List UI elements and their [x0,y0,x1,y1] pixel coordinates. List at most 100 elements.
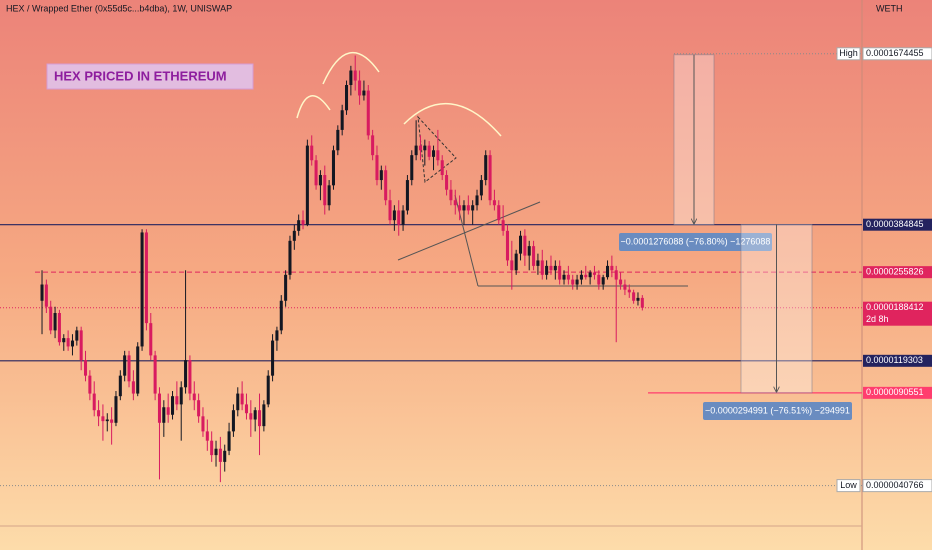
measurements: −0.0001276088 (−76.80%) −1276088 −0.00002… [619,54,852,420]
candle-body [549,265,553,271]
candle-body [218,448,222,462]
candle-body [175,396,179,405]
candle-body [62,338,66,343]
candle-body [632,292,636,301]
candle-body [545,265,549,275]
candle-body [519,235,523,254]
candle-body [488,155,492,201]
candle-body [392,210,396,221]
candle-body [123,355,127,376]
candle-body [284,274,288,301]
candle-body [227,431,231,451]
candle-body [462,205,466,211]
candle-body [179,387,183,405]
arc [296,95,331,119]
candle-body [197,400,201,417]
price-box [863,218,932,231]
candle-body [505,230,509,261]
axis: High 0.0001674455 0.0000384845 0.0000255826… [836,47,932,493]
candle-body [249,413,253,420]
candle-body [597,274,601,285]
candle-body [566,274,570,280]
candle-body [484,155,488,181]
price-box [863,301,932,326]
price-box [863,266,932,279]
measure-label: −0.0001276088 (−76.80%) −1276088 [621,236,771,246]
candle-body [349,70,353,86]
candle-body [271,340,275,376]
candle-body [131,381,135,394]
trendline [397,201,541,261]
candle-body [170,396,175,415]
candle-body [414,145,418,156]
candle-body [475,195,479,206]
candle-body [423,145,427,151]
candle-body [314,160,318,186]
candle-body [445,175,449,190]
candle-body [140,232,144,347]
price-label: 0.0000384845 [866,219,924,229]
price-label: 0.0000090551 [866,387,924,397]
candle-body [401,210,405,225]
candle-body [297,220,301,231]
candle-body [244,404,248,414]
candle-body [575,279,579,285]
candle-body [44,284,48,307]
candle-body [584,274,588,278]
candle-body [49,306,53,331]
candle-body [606,265,610,278]
candle-body [279,300,283,331]
candle-body [527,246,531,256]
candle-body [223,450,227,462]
candle-body [127,355,131,382]
candle-body [214,448,218,456]
candle-body [610,265,614,271]
candle-body [345,85,349,111]
candle-body [88,375,92,394]
candle-body [418,145,422,151]
candle-body [497,205,501,221]
candle-body [405,180,409,211]
candle-body [231,410,235,432]
candle-body [471,205,475,211]
candle-body [292,230,296,241]
candle-body [83,360,88,376]
price-label: 0.0000188412 [866,302,924,312]
candle-body [275,330,279,341]
candle-body [149,323,153,356]
price-box [863,354,932,367]
candle-body [101,416,105,422]
price-name: High [839,48,858,58]
candle-body [479,180,483,196]
candle-body [410,155,414,181]
price-box [862,479,932,493]
measure-label: −0.0000294991 (−76.51%) −294991 [705,405,850,415]
candle-body [262,404,266,427]
candle-body [240,393,244,405]
candle-body [136,346,140,394]
arc [322,52,380,85]
price-name-box [836,47,861,61]
candle-body [323,175,327,206]
candle-body [40,284,44,301]
candle-body [619,279,623,285]
measure-label-box [703,402,852,420]
candle-body [266,375,270,405]
candle-body [601,277,605,285]
candle-body [336,129,340,151]
candle-body [340,110,344,130]
price-box [863,386,932,399]
candle-body [514,253,518,271]
price-lines [0,53,862,487]
candle-body [523,235,527,256]
candle-body [366,90,370,136]
candle-body [75,330,79,341]
candle-body [436,150,440,161]
candle-body [66,338,70,347]
candle-body [397,210,401,225]
candle-body [623,284,627,290]
candle-body [536,260,540,266]
price-label: 0.0000255826 [866,267,924,277]
candle-body [327,185,331,206]
